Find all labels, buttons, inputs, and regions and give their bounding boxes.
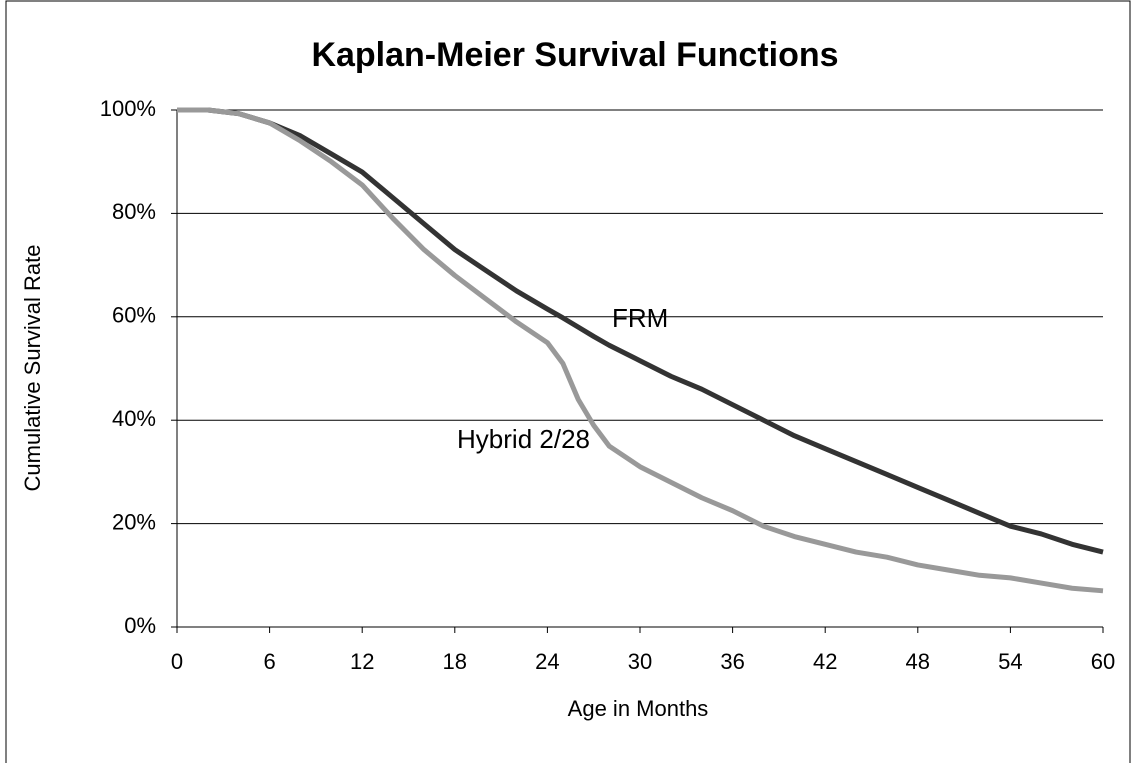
x-tick-label: 60 bbox=[1091, 649, 1115, 674]
series-line bbox=[177, 107, 1104, 555]
x-tick-label: 0 bbox=[171, 649, 183, 674]
series-line bbox=[177, 107, 1104, 594]
x-tick-label: 24 bbox=[535, 649, 559, 674]
y-tick-label: 20% bbox=[112, 509, 156, 534]
series-label: FRM bbox=[612, 303, 668, 333]
y-tick-label: 100% bbox=[100, 96, 156, 121]
x-tick-label: 48 bbox=[906, 649, 930, 674]
x-tick-label: 6 bbox=[263, 649, 275, 674]
x-tick-label: 36 bbox=[720, 649, 744, 674]
x-tick-label: 12 bbox=[350, 649, 374, 674]
chart-frame bbox=[5, 0, 1131, 763]
y-tick-label: 40% bbox=[112, 406, 156, 431]
x-tick-label: 42 bbox=[813, 649, 837, 674]
chart-title: Kaplan-Meier Survival Functions bbox=[311, 36, 838, 74]
y-tick-label: 80% bbox=[112, 199, 156, 224]
x-tick-label: 30 bbox=[628, 649, 652, 674]
series-label: Hybrid 2/28 bbox=[457, 424, 590, 454]
x-tick-label: 18 bbox=[443, 649, 467, 674]
y-tick-label: 60% bbox=[112, 303, 156, 328]
y-tick-label: 0% bbox=[124, 613, 156, 638]
y-axis-label: Cumulative Survival Rate bbox=[20, 245, 45, 492]
x-tick-label: 54 bbox=[998, 649, 1022, 674]
x-axis-label: Age in Months bbox=[568, 696, 709, 721]
